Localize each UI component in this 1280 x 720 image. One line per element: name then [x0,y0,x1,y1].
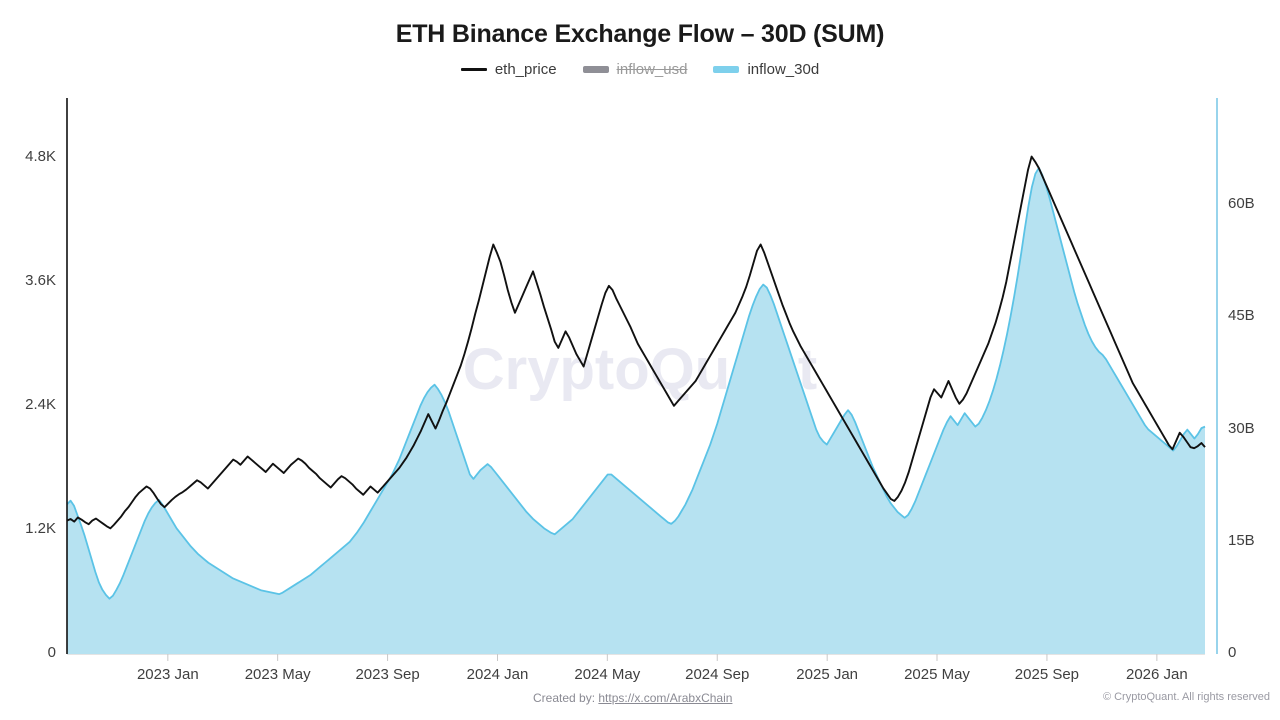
x-axis-tick-label: 2024 Jan [466,666,529,683]
y-axis-left-tick-label: 4.8K [25,147,56,165]
y-axis-right-tick-label: 45B [1228,307,1255,325]
chart-title: ETH Binance Exchange Flow – 30D (SUM) [395,20,885,48]
footer-credit-link[interactable]: https://x.com/ArabxChain [598,691,733,705]
legend-label: eth_price [494,61,557,78]
legend-swatch-icon [582,66,609,73]
x-axis-tick-label: 2025 May [904,666,970,683]
chart-legend: eth_price inflow_usd inflow_30d [0,61,1280,78]
y-axis-left-tick-label: 1.2K [25,519,56,537]
x-axis-tick-label: 2025 Jan [796,666,859,683]
legend-label: inflow_usd [616,61,688,78]
footer-copyright: © CryptoQuant. All rights reserved [1102,691,1270,703]
y-axis-left-tick-label: 2.4K [25,395,56,413]
x-axis-tick-label: 2026 Jan [1125,666,1188,683]
legend-swatch-icon [713,66,740,73]
legend-item-eth-price[interactable]: eth_price [460,61,557,78]
series-line-eth-price [66,155,1206,530]
x-axis-tick-label: 2024 May [574,666,641,683]
x-axis-tick-label: 2024 Sep [685,666,750,683]
series-area-inflow-30d [67,167,1205,654]
legend-label: inflow_30d [747,61,820,78]
legend-item-inflow-usd[interactable]: inflow_usd [582,61,688,78]
x-axis-tick-label: 2025 Sep [1014,666,1080,683]
legend-swatch-icon [460,68,487,71]
x-axis-tick-label: 2023 Jan [136,666,199,683]
legend-item-inflow-30d[interactable]: inflow_30d [713,61,819,78]
y-axis-right-tick-label: 60B [1228,195,1255,213]
series-line-inflow-30d [66,166,1206,600]
footer-credit: Created by: https://x.com/ArabxChain [533,691,732,705]
y-axis-right-tick-label: 30B [1228,419,1255,437]
y-axis-left-tick-label: 0 [47,644,56,661]
footer-credit-prefix: Created by: [533,691,599,705]
x-axis-tick-label: 2023 Sep [355,666,420,683]
y-axis-right-tick-label: 0 [1228,644,1237,661]
x-axis-tick-label: 2023 May [244,666,311,683]
y-axis-right-tick-label: 15B [1228,531,1255,549]
y-axis-left-tick-label: 3.6K [25,271,56,289]
